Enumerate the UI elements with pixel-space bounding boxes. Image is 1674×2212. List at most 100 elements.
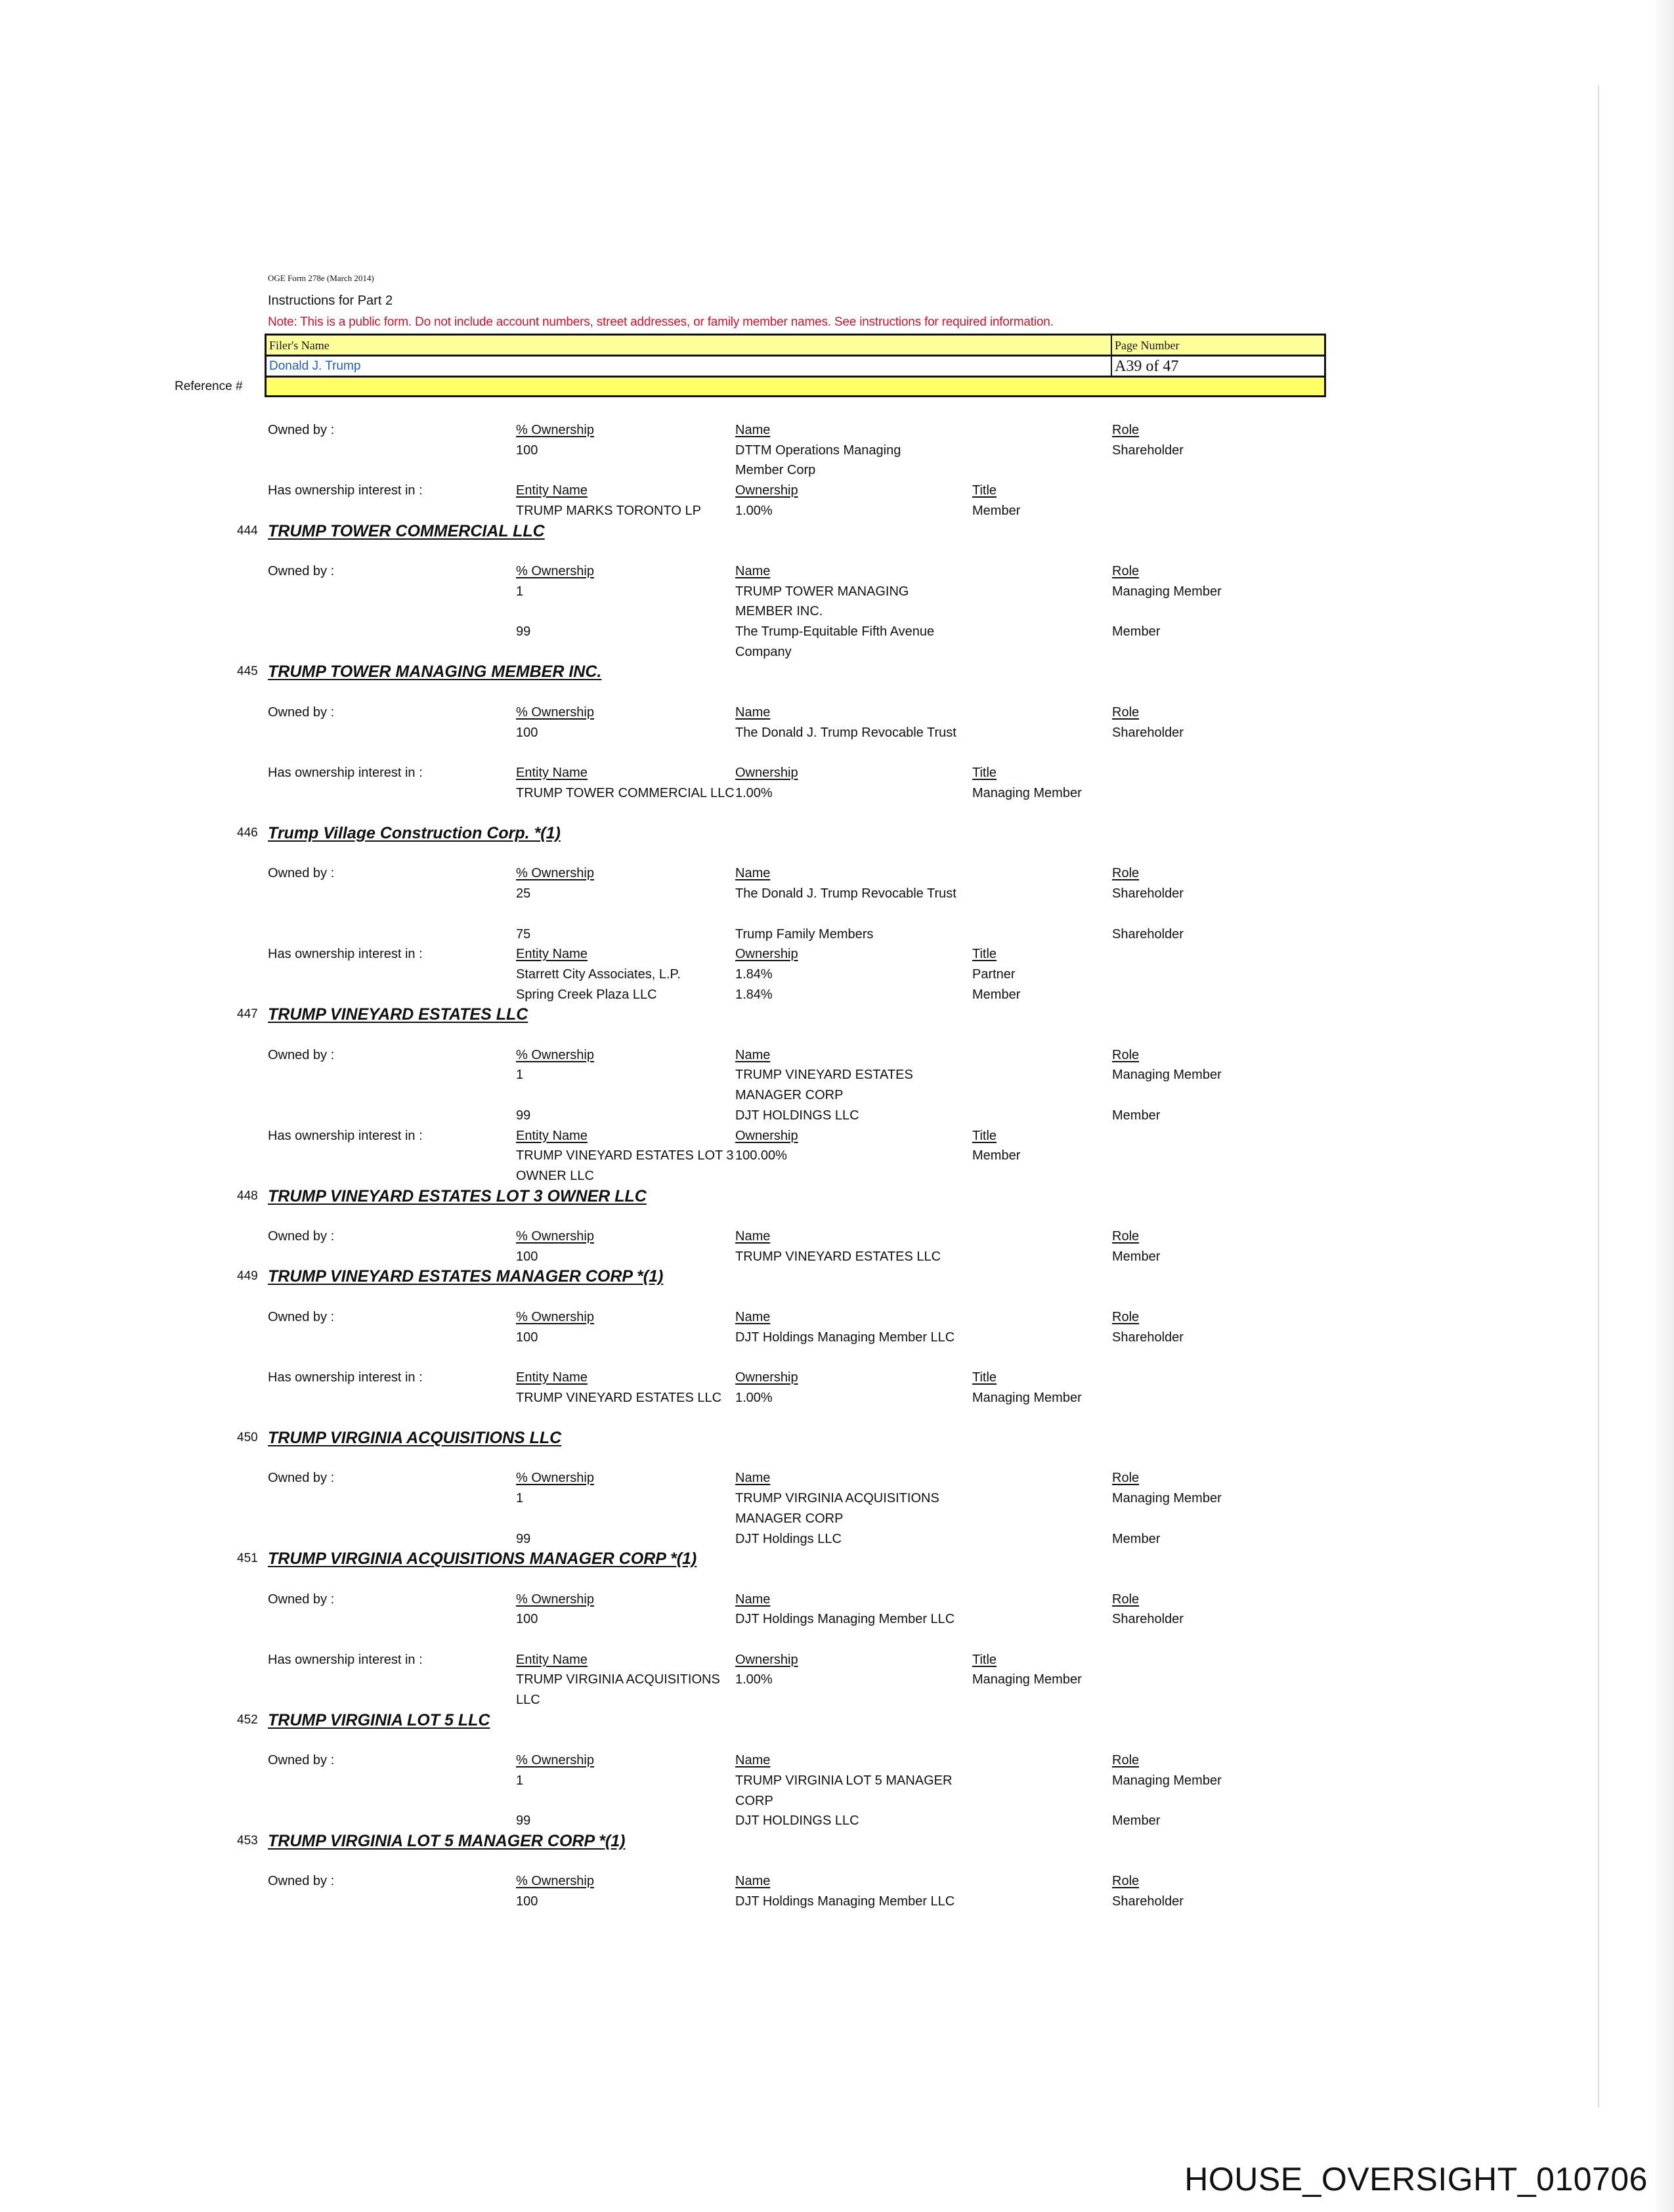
interest-ownership: 100.00% [735, 1148, 787, 1163]
owner-role: Shareholder [1112, 1612, 1184, 1627]
interest-ownership: 1.00% [735, 785, 773, 800]
owner-pct: 1 [516, 1491, 524, 1506]
owner-pct: 99 [516, 624, 531, 639]
entity-name-header: Entity Name [516, 483, 588, 498]
owner-row: 99 Member DJT HOLDINGS LLC [0, 1811, 1674, 1831]
pct-ownership-header: % Ownership [516, 1047, 594, 1062]
owner-name: MANAGER CORP [735, 1088, 844, 1103]
owner-name: DJT Holdings Managing Member LLC [735, 1894, 955, 1909]
owner-name: TRUMP TOWER MANAGING [735, 584, 909, 599]
owner-name: The Trump-Equitable Fifth Avenue [735, 624, 935, 639]
entity-name-header: Entity Name [516, 947, 588, 962]
title-header: Title [972, 1370, 997, 1385]
owner-role: Shareholder [1112, 725, 1184, 740]
filer-header-box: Filer's Name Page Number Donald J. Trump… [265, 334, 1326, 397]
interest-label: Has ownership interest in : [268, 947, 423, 962]
owner-role: Managing Member [1112, 1773, 1222, 1788]
owned-by-label: Owned by : [268, 1309, 335, 1324]
interest-label: Has ownership interest in : [268, 1370, 423, 1385]
entity-number: 444 [237, 523, 258, 538]
pct-ownership-header: % Ownership [516, 423, 594, 437]
owned-by-header: Owned by : % Ownership Name Role [0, 863, 1674, 883]
owned-by-header: Owned by : % Ownership Name Role [0, 1468, 1674, 1488]
interest-row: 1.00% Member TRUMP MARKS TORONTO LP [0, 501, 1674, 521]
name-header: Name [735, 1047, 771, 1062]
interest-entity: TRUMP VINEYARD ESTATES LLC [516, 1390, 722, 1405]
owner-row: 25 Shareholder The Donald J. Trump Revocab… [0, 884, 1674, 903]
interest-row: LLC [0, 1690, 1674, 1710]
entity-name: TRUMP TOWER MANAGING MEMBER INC. [268, 662, 602, 682]
role-header: Role [1112, 1309, 1140, 1324]
interest-entity: Spring Creek Plaza LLC [516, 987, 657, 1002]
filer-name-value: Donald J. Trump [267, 357, 1112, 376]
entity-name-header: Entity Name [516, 1128, 588, 1143]
owner-role: Member [1112, 624, 1161, 639]
entity-heading: 449 TRUMP VINEYARD ESTATES MANAGER CORP *… [0, 1267, 1674, 1286]
interest-label: Has ownership interest in : [268, 483, 423, 498]
owner-row: 99 Member The Trump-Equitable Fifth Avenue [0, 622, 1674, 641]
owner-role: Shareholder [1112, 926, 1184, 942]
entity-number: 447 [237, 1007, 258, 1022]
interest-label: Has ownership interest in : [268, 765, 423, 780]
interest-row: 1.00% Managing Member TRUMP VINEYARD ESTAT… [0, 1388, 1674, 1408]
owner-role: Member [1112, 1531, 1161, 1546]
title-header: Title [972, 765, 997, 780]
name-header: Name [735, 1229, 771, 1244]
owner-name: DJT HOLDINGS LLC [735, 1813, 859, 1829]
owner-name: Member Corp [735, 463, 816, 478]
instructions-title: Instructions for Part 2 [268, 293, 393, 308]
owned-by-label: Owned by : [268, 423, 335, 437]
owner-row: 99 Member DJT HOLDINGS LLC [0, 1106, 1674, 1125]
owner-row: 1 Managing Member TRUMP VIRGINIA LOT 5 MAN… [0, 1771, 1674, 1790]
owner-pct: 100 [516, 443, 538, 458]
pct-ownership-header: % Ownership [516, 1753, 594, 1768]
name-header: Name [735, 423, 771, 437]
pct-ownership-header: % Ownership [516, 1592, 594, 1607]
interest-title: Member [972, 1148, 1021, 1163]
ownership-header: Ownership [735, 1370, 798, 1385]
owner-pct: 1 [516, 584, 524, 599]
bates-number: HOUSE_OVERSIGHT_010706 [1184, 2161, 1648, 2198]
interest-entity: OWNER LLC [516, 1168, 594, 1183]
label-row: Filer's Name Page Number [267, 336, 1324, 357]
name-header: Name [735, 1874, 771, 1889]
owned-by-label: Owned by : [268, 1229, 335, 1244]
title-header: Title [972, 483, 997, 498]
owner-name: MANAGER CORP [735, 1511, 844, 1526]
entity-heading: 450 TRUMP VIRGINIA ACQUISITIONS LLC [0, 1428, 1674, 1448]
owner-name: TRUMP VINEYARD ESTATES LLC [735, 1249, 941, 1264]
entity-name: TRUMP TOWER COMMERCIAL LLC [268, 521, 545, 540]
owner-pct: 1 [516, 1068, 524, 1083]
interest-entity: Starrett City Associates, L.P. [516, 966, 681, 982]
page-number-label: Page Number [1115, 339, 1180, 352]
owner-row: 1 Managing Member TRUMP VIRGINIA ACQUISITI… [0, 1488, 1674, 1508]
entity-number: 451 [237, 1551, 258, 1566]
owner-pct: 100 [516, 725, 538, 740]
owned-by-label: Owned by : [268, 1592, 335, 1607]
interest-entity: TRUMP MARKS TORONTO LP [516, 503, 701, 518]
entity-name: TRUMP VINEYARD ESTATES LLC [268, 1005, 528, 1024]
name-header: Name [735, 705, 771, 720]
owned-by-label: Owned by : [268, 1753, 335, 1768]
interest-title: Managing Member [972, 1390, 1082, 1405]
owner-name: DTTM Operations Managing [735, 443, 901, 458]
role-header: Role [1112, 1229, 1140, 1244]
owned-by-header: Owned by : % Ownership Name Role [0, 1045, 1674, 1065]
owned-by-header: Owned by : % Ownership Name Role [0, 1750, 1674, 1770]
owner-row: MANAGER CORP [0, 1085, 1674, 1105]
name-header: Name [735, 1753, 771, 1768]
owned-by-header: Owned by : % Ownership Name Role [0, 1226, 1674, 1246]
entity-name: Trump Village Construction Corp. *(1) [268, 824, 561, 842]
pct-ownership-header: % Ownership [516, 705, 594, 720]
owner-name: DJT Holdings LLC [735, 1531, 842, 1546]
owner-row: CORP [0, 1791, 1674, 1811]
owner-role: Shareholder [1112, 1894, 1184, 1909]
role-header: Role [1112, 1874, 1140, 1889]
name-header: Name [735, 1592, 771, 1607]
role-header: Role [1112, 563, 1140, 578]
name-header: Name [735, 866, 771, 881]
owned-by-label: Owned by : [268, 1047, 335, 1062]
name-header: Name [735, 1471, 771, 1486]
interest-header: Has ownership interest in : Entity Name Ow… [0, 763, 1674, 783]
owner-role: Managing Member [1112, 1068, 1222, 1083]
